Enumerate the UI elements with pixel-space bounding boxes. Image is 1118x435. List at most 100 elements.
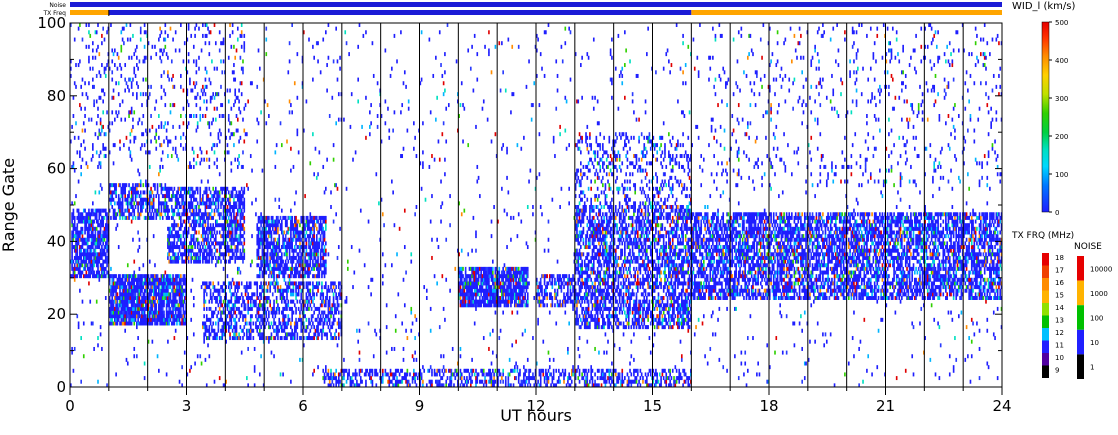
echo-cell <box>148 92 151 97</box>
echo-cell <box>150 55 152 60</box>
echo-cell <box>198 255 200 260</box>
echo-cell <box>280 143 283 148</box>
echo-cell <box>104 266 107 271</box>
echo-cell <box>332 157 335 162</box>
echo-cell <box>274 285 277 290</box>
echo-cell <box>106 223 108 228</box>
echo-cell <box>216 314 218 319</box>
echo-cell <box>205 33 208 38</box>
echo-cell <box>350 92 353 97</box>
echo-cell <box>124 77 127 82</box>
echo-cell <box>104 73 107 78</box>
echo-cell <box>203 325 205 330</box>
echo-cell <box>128 190 130 195</box>
echo-cell <box>173 255 176 260</box>
echo-cell <box>176 288 178 293</box>
echo-cell <box>231 194 234 199</box>
echo-cell <box>235 285 238 290</box>
echo-cell <box>138 306 141 311</box>
echo-cell <box>141 303 143 308</box>
echo-cell <box>218 48 221 53</box>
echo-cell <box>195 219 198 224</box>
echo-cell <box>222 383 225 388</box>
echo-cell <box>231 237 234 242</box>
echo-cell <box>181 259 183 264</box>
echo-cell <box>230 219 233 224</box>
echo-cell <box>195 114 198 118</box>
echo-cell <box>164 288 167 293</box>
echo-cell <box>136 296 138 300</box>
echo-cell <box>111 77 114 82</box>
echo-cell <box>336 343 339 348</box>
echo-cell <box>151 201 154 206</box>
echo-cell <box>139 26 142 31</box>
echo-cell <box>132 92 134 97</box>
echo-cell <box>115 310 117 315</box>
echo-cell <box>125 292 128 297</box>
echo-cell <box>357 99 360 104</box>
echo-cell <box>128 77 130 82</box>
echo-cell <box>176 245 178 250</box>
echo-cell <box>200 215 203 220</box>
echo-cell <box>226 299 229 304</box>
echo-cell <box>205 230 208 235</box>
echo-cell <box>253 292 256 297</box>
echo-cell <box>167 154 169 159</box>
echo-cell <box>116 52 119 57</box>
echo-cell <box>115 110 117 115</box>
echo-cell <box>212 255 215 260</box>
echo-cell <box>221 186 224 191</box>
echo-cell <box>147 299 150 304</box>
echo-cell <box>200 248 203 253</box>
echo-cell <box>198 230 200 235</box>
echo-cell <box>208 230 211 235</box>
echo-cell <box>284 234 287 239</box>
echo-cell <box>159 143 161 148</box>
echo-cell <box>120 186 123 191</box>
echo-cell <box>123 321 125 326</box>
echo-cell <box>129 205 132 209</box>
echo-cell <box>119 303 121 308</box>
echo-cell <box>233 63 235 68</box>
echo-cell <box>163 194 165 199</box>
echo-cell <box>222 205 225 209</box>
echo-cell <box>216 208 218 213</box>
echo-cell <box>260 110 262 115</box>
echo-cell <box>177 310 180 315</box>
echo-cell <box>190 33 193 38</box>
echo-cell <box>230 132 233 137</box>
echo-cell <box>195 208 198 213</box>
echo-cell <box>115 296 117 300</box>
echo-cell <box>269 245 271 250</box>
echo-cell <box>243 190 246 195</box>
echo-cell <box>160 285 163 290</box>
echo-cell <box>88 245 90 250</box>
echo-cell <box>315 234 318 239</box>
echo-cell <box>258 328 261 333</box>
echo-cell <box>80 84 82 89</box>
echo-cell <box>236 223 239 228</box>
echo-cell <box>397 368 400 373</box>
echo-cell <box>95 226 98 231</box>
echo-cell <box>73 219 76 224</box>
echo-cell <box>147 277 150 282</box>
echo-cell <box>85 241 88 246</box>
echo-cell <box>240 303 243 308</box>
echo-cell <box>138 296 141 300</box>
echo-cell <box>174 197 177 202</box>
echo-cell <box>323 245 326 250</box>
echo-cell <box>202 33 204 38</box>
echo-cell <box>165 128 168 133</box>
echo-cell <box>116 223 119 228</box>
echo-cell <box>108 306 111 311</box>
echo-cell <box>163 277 165 282</box>
echo-cell <box>181 252 183 257</box>
echo-cell <box>156 321 159 326</box>
echo-cell <box>145 317 147 322</box>
echo-cell <box>80 379 82 384</box>
echo-cell <box>234 92 237 97</box>
echo-cell <box>110 299 112 304</box>
echo-cell <box>115 306 117 311</box>
echo-cell <box>147 310 150 315</box>
echo-cell <box>145 296 147 300</box>
